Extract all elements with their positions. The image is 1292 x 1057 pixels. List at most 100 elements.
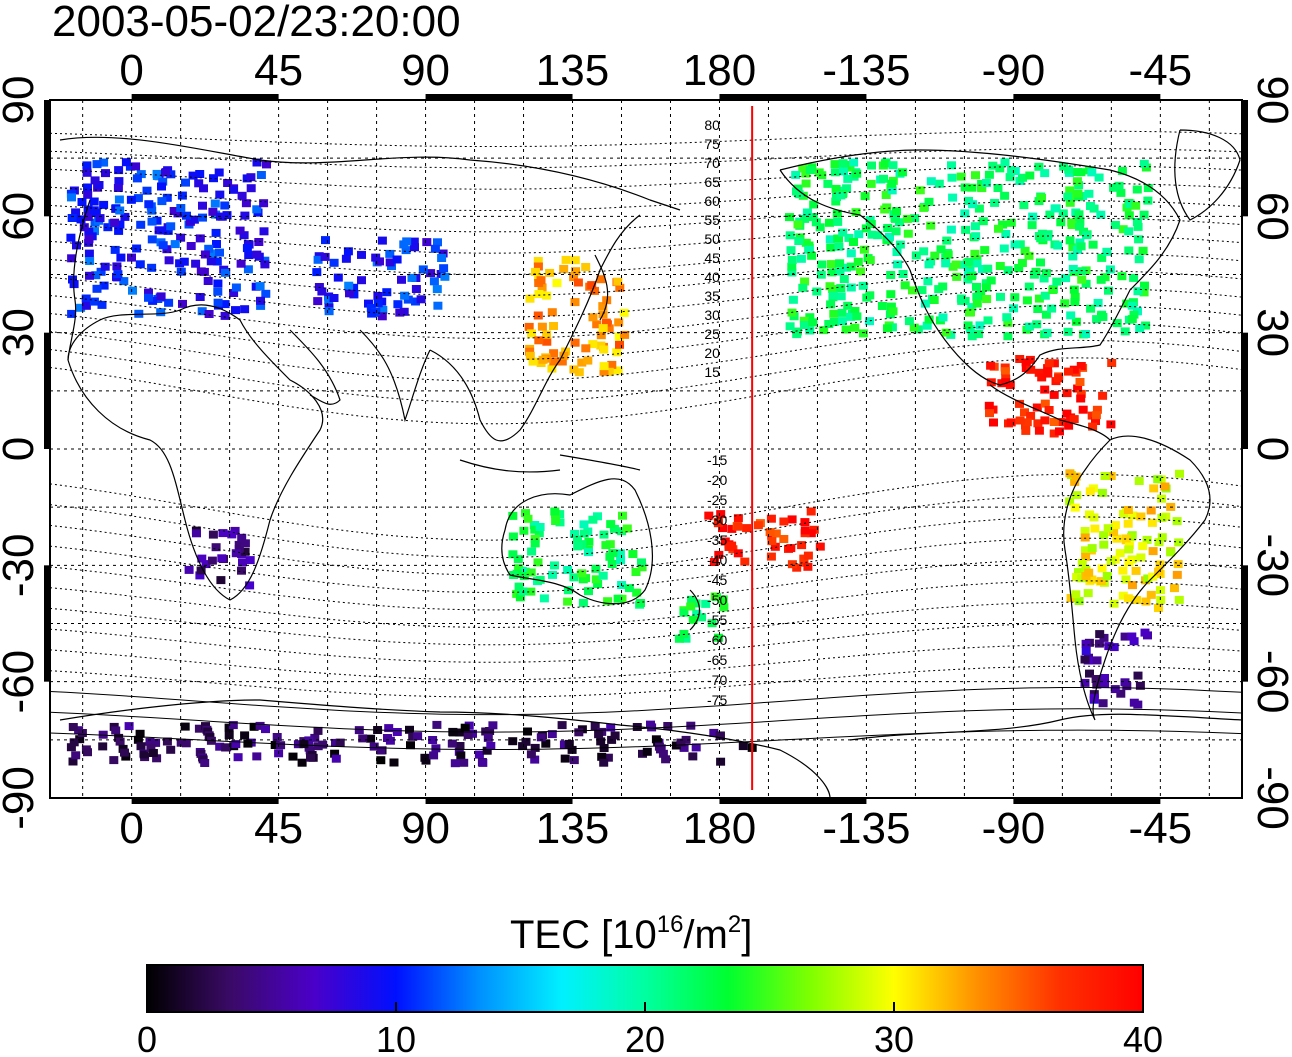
tec-cell — [826, 243, 836, 252]
lat-tick-left: -60 — [0, 650, 43, 714]
tec-cell — [603, 597, 613, 606]
tec-cell — [331, 738, 340, 747]
tec-cell — [887, 179, 897, 188]
tec-cell — [1036, 234, 1046, 243]
tec-cell — [534, 290, 544, 298]
tec-cell — [1157, 494, 1167, 503]
mlat-contour — [50, 537, 1242, 594]
tec-cell — [1083, 589, 1093, 598]
tec-cell — [530, 743, 540, 752]
tec-cell — [508, 511, 518, 520]
tec-cell — [787, 268, 797, 277]
lon-tick-top: 90 — [401, 46, 450, 95]
tec-cell — [800, 518, 810, 527]
tec-cell — [120, 748, 129, 757]
tec-cell — [1071, 317, 1081, 326]
tec-cell — [218, 529, 228, 538]
tec-cell — [1034, 368, 1044, 377]
tec-cell — [615, 549, 625, 558]
tec-cell — [411, 297, 420, 306]
tec-cell — [1037, 229, 1047, 238]
tec-cell — [835, 259, 845, 268]
tec-cell — [598, 302, 608, 311]
tec-cell — [317, 287, 327, 296]
tec-cell — [567, 745, 577, 754]
mlat-contour — [50, 252, 1242, 297]
tec-cell — [1128, 581, 1137, 590]
tec-cell — [1128, 511, 1138, 520]
tec-cell — [345, 289, 354, 298]
tec-cell — [90, 227, 99, 236]
coast-australia — [501, 478, 654, 605]
tec-cell — [808, 213, 818, 222]
tec-cell — [208, 207, 218, 216]
tec-cell — [538, 355, 548, 364]
tec-cell — [523, 514, 533, 523]
tec-cell — [1077, 559, 1087, 567]
tec-cell — [713, 519, 723, 528]
mlat-label: -30 — [707, 512, 727, 528]
tec-cell — [377, 312, 387, 321]
tec-cell — [981, 283, 991, 292]
lon-tick-bottom: -45 — [1129, 804, 1193, 853]
tec-cell — [438, 249, 448, 258]
tec-cell — [1098, 313, 1108, 321]
tec-cell — [518, 587, 528, 596]
tec-cell — [1002, 313, 1012, 322]
tec-cell — [151, 738, 161, 747]
tec-cell — [891, 214, 900, 223]
tec-cell — [432, 285, 442, 294]
tec-cell — [209, 174, 218, 183]
tec-cell — [714, 633, 723, 642]
tec-cell — [858, 329, 868, 338]
tec-cell — [483, 733, 493, 742]
tec-cell — [1129, 273, 1139, 282]
tec-cell — [804, 245, 814, 254]
tec-cell — [426, 269, 436, 278]
tec-cell — [1133, 671, 1143, 680]
tec-cell — [341, 254, 351, 263]
lon-tick-bottom: -90 — [982, 804, 1046, 853]
tec-cell — [549, 357, 559, 366]
tec-cell — [186, 242, 196, 250]
tec-cell — [740, 557, 750, 566]
tec-cell — [597, 752, 607, 761]
frame-bar — [1013, 94, 1161, 100]
tec-cell — [902, 214, 912, 223]
tec-cell — [1087, 168, 1097, 177]
tec-cell — [1018, 173, 1027, 182]
tec-cell — [849, 158, 859, 167]
tec-cell — [579, 529, 589, 538]
tec-cell — [559, 264, 569, 273]
tec-cell — [688, 615, 698, 624]
tec-cell — [1109, 527, 1119, 536]
tec-cell — [1064, 367, 1073, 376]
tec-cell — [785, 213, 794, 222]
tec-cell — [838, 228, 848, 237]
tec-cell — [846, 249, 856, 258]
tec-cell — [1125, 200, 1135, 209]
tec-cell — [898, 168, 907, 177]
tec-cell — [66, 743, 76, 752]
tec-cell — [378, 305, 388, 314]
tec-cell — [198, 201, 207, 210]
tec-cell — [195, 293, 205, 301]
tec-cell — [521, 509, 530, 518]
tec-cell — [252, 752, 262, 761]
tec-cell — [569, 756, 579, 765]
mlat-contour — [50, 200, 1242, 233]
tec-cell — [604, 367, 614, 376]
tec-cell — [1043, 369, 1053, 378]
tec-cell — [1000, 191, 1010, 200]
tec-cell — [474, 750, 484, 759]
mlat-contour — [50, 558, 1242, 611]
tec-cell — [879, 174, 888, 183]
lon-tick-top: 45 — [254, 46, 303, 95]
tec-cell — [244, 251, 254, 260]
tec-cell — [658, 749, 668, 758]
tec-cell — [574, 368, 584, 377]
tec-cell — [67, 193, 76, 202]
tec-cell — [383, 734, 392, 742]
tec-cell — [599, 367, 609, 376]
tec-cell — [802, 208, 812, 217]
